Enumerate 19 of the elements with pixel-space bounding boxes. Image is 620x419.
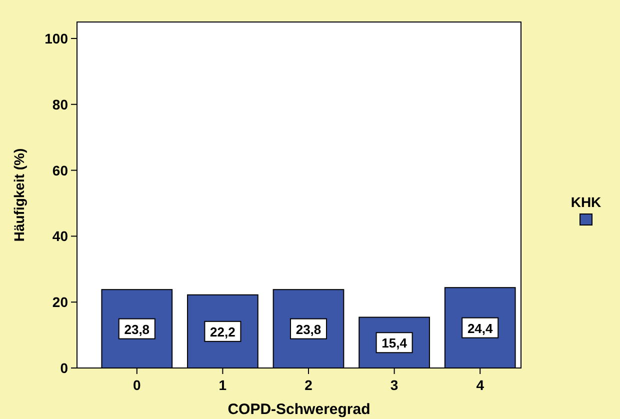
x-tick-label: 2 xyxy=(304,377,313,393)
y-tick-label: 40 xyxy=(52,228,68,244)
x-axis-title: COPD-Schweregrad xyxy=(228,401,370,418)
data-label: 22,2 xyxy=(210,324,236,340)
x-tick-label: 1 xyxy=(218,377,227,393)
data-label: 23,8 xyxy=(296,322,322,337)
y-tick-label: 80 xyxy=(52,96,68,112)
y-tick-label: 100 xyxy=(44,30,68,46)
x-tick-label: 4 xyxy=(476,377,484,393)
y-tick-label: 20 xyxy=(52,294,68,310)
text: KHK xyxy=(570,194,602,210)
y-axis-title: Häufigkeit (%) xyxy=(11,148,27,242)
y-tick-label: 60 xyxy=(52,162,68,178)
x-tick-label: 3 xyxy=(390,377,398,393)
y-tick-label: 0 xyxy=(60,360,68,376)
data-label: 23,8 xyxy=(124,322,150,337)
data-label: 24,4 xyxy=(467,320,494,336)
x-tick-label: 0 xyxy=(133,377,141,393)
data-label: 15,4 xyxy=(382,336,408,351)
